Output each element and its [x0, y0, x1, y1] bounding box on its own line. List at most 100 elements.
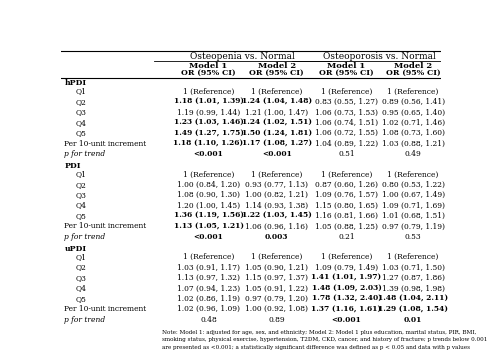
Text: PDI: PDI	[64, 162, 81, 170]
Text: 0.97 (0.79, 1.19): 0.97 (0.79, 1.19)	[382, 223, 444, 230]
Text: 1.02 (0.96, 1.09): 1.02 (0.96, 1.09)	[177, 305, 240, 313]
Text: 1.00 (0.82, 1.21): 1.00 (0.82, 1.21)	[245, 191, 308, 199]
Text: 1.13 (0.97, 1.32): 1.13 (0.97, 1.32)	[177, 274, 240, 282]
Text: 1.02 (0.71, 1.46): 1.02 (0.71, 1.46)	[382, 119, 444, 127]
Text: 1.19 (0.99, 1.44): 1.19 (0.99, 1.44)	[177, 108, 240, 117]
Text: 1.18 (1.10, 1.26): 1.18 (1.10, 1.26)	[173, 140, 244, 147]
Text: 1.08 (0.90, 1.30): 1.08 (0.90, 1.30)	[177, 191, 240, 199]
Text: p for trend: p for trend	[64, 316, 105, 324]
Text: 1.00 (0.92, 1.08): 1.00 (0.92, 1.08)	[245, 305, 308, 313]
Text: 1.48 (1.04, 2.11): 1.48 (1.04, 2.11)	[378, 295, 448, 303]
Text: 1.37 (1.16, 1.61): 1.37 (1.16, 1.61)	[311, 305, 382, 313]
Text: Q1: Q1	[75, 253, 86, 261]
Text: 1.05 (0.88, 1.25): 1.05 (0.88, 1.25)	[315, 223, 378, 230]
Text: 1.17 (1.08, 1.27): 1.17 (1.08, 1.27)	[242, 140, 312, 147]
Text: 0.83 (0.55, 1.27): 0.83 (0.55, 1.27)	[315, 98, 378, 106]
Text: 1.48 (1.09, 2.03): 1.48 (1.09, 2.03)	[312, 284, 381, 292]
Text: 1 (Reference): 1 (Reference)	[321, 253, 372, 261]
Text: Q2: Q2	[75, 98, 86, 106]
Text: 1.49 (1.27, 1.75): 1.49 (1.27, 1.75)	[173, 129, 244, 137]
Text: <0.001: <0.001	[194, 233, 223, 241]
Text: 1.06 (0.74, 1.51): 1.06 (0.74, 1.51)	[315, 119, 378, 127]
Text: 1.27 (0.87, 1.86): 1.27 (0.87, 1.86)	[382, 274, 444, 282]
Text: Q5: Q5	[75, 295, 86, 303]
Text: 0.003: 0.003	[265, 233, 289, 241]
Text: 1.50 (1.24, 1.81): 1.50 (1.24, 1.81)	[242, 129, 312, 137]
Text: Per 10-unit increment: Per 10-unit increment	[64, 140, 147, 147]
Text: 1.20 (1.00, 1.45): 1.20 (1.00, 1.45)	[177, 201, 240, 210]
Text: 1.22 (1.03, 1.45): 1.22 (1.03, 1.45)	[242, 212, 312, 220]
Text: 1.24 (1.04, 1.48): 1.24 (1.04, 1.48)	[242, 98, 312, 106]
Text: are presented as <0.001; a statistically significant difference was defined as p: are presented as <0.001; a statistically…	[162, 345, 470, 350]
Text: 1 (Reference): 1 (Reference)	[388, 253, 439, 261]
Text: smoking status, physical exercise, hypertension, T2DM, CKD, cancer, and history : smoking status, physical exercise, hyper…	[162, 337, 488, 342]
Text: p for trend: p for trend	[64, 150, 105, 158]
Text: 1.02 (0.86, 1.19): 1.02 (0.86, 1.19)	[177, 295, 240, 303]
Text: Q5: Q5	[75, 129, 86, 137]
Text: 0.49: 0.49	[405, 150, 421, 158]
Text: 1.03 (0.88, 1.21): 1.03 (0.88, 1.21)	[382, 140, 444, 147]
Text: <0.001: <0.001	[194, 150, 223, 158]
Text: 0.97 (0.79, 1.20): 0.97 (0.79, 1.20)	[245, 295, 308, 303]
Text: 1 (Reference): 1 (Reference)	[251, 171, 302, 178]
Text: 0.89 (0.56, 1.41): 0.89 (0.56, 1.41)	[382, 98, 444, 106]
Text: OR (95% CI): OR (95% CI)	[319, 69, 374, 77]
Text: 1.09 (0.79, 1.49): 1.09 (0.79, 1.49)	[315, 264, 378, 272]
Text: OR (95% CI): OR (95% CI)	[181, 69, 236, 77]
Text: 1.36 (1.19, 1.56): 1.36 (1.19, 1.56)	[173, 212, 244, 220]
Text: OR (95% CI): OR (95% CI)	[249, 69, 304, 77]
Text: Q2: Q2	[75, 264, 86, 272]
Text: 1.09 (0.71, 1.69): 1.09 (0.71, 1.69)	[382, 201, 444, 210]
Text: 1.41 (1.01, 1.97): 1.41 (1.01, 1.97)	[311, 274, 382, 282]
Text: Model 2: Model 2	[258, 62, 296, 70]
Text: 1.00 (0.67, 1.49): 1.00 (0.67, 1.49)	[382, 191, 444, 199]
Text: Q3: Q3	[75, 191, 86, 199]
Text: 0.87 (0.60, 1.26): 0.87 (0.60, 1.26)	[315, 181, 378, 189]
Text: 1.06 (0.73, 1.53): 1.06 (0.73, 1.53)	[315, 108, 378, 117]
Text: 0.95 (0.65, 1.40): 0.95 (0.65, 1.40)	[382, 108, 444, 117]
Text: 1 (Reference): 1 (Reference)	[251, 88, 302, 95]
Text: 1.39 (0.98, 1.98): 1.39 (0.98, 1.98)	[382, 284, 444, 292]
Text: 0.53: 0.53	[405, 233, 421, 241]
Text: 1.29 (1.08, 1.54): 1.29 (1.08, 1.54)	[378, 305, 448, 313]
Text: 1 (Reference): 1 (Reference)	[251, 253, 302, 261]
Text: Per 10-unit increment: Per 10-unit increment	[64, 223, 147, 230]
Text: 0.80 (0.53, 1.22): 0.80 (0.53, 1.22)	[382, 181, 444, 189]
Text: Model 2: Model 2	[394, 62, 432, 70]
Text: Q4: Q4	[75, 201, 86, 210]
Text: 1.05 (0.90, 1.21): 1.05 (0.90, 1.21)	[245, 264, 308, 272]
Text: Model 1: Model 1	[327, 62, 366, 70]
Text: 1.21 (1.00, 1.47): 1.21 (1.00, 1.47)	[245, 108, 308, 117]
Text: 1.78 (1.32, 2.40): 1.78 (1.32, 2.40)	[312, 295, 381, 303]
Text: 1.08 (0.73, 1.60): 1.08 (0.73, 1.60)	[382, 129, 444, 137]
Text: 1.15 (0.80, 1.65): 1.15 (0.80, 1.65)	[315, 201, 378, 210]
Text: 1.16 (0.81, 1.66): 1.16 (0.81, 1.66)	[315, 212, 378, 220]
Text: OR (95% CI): OR (95% CI)	[386, 69, 441, 77]
Text: 1.06 (0.72, 1.55): 1.06 (0.72, 1.55)	[315, 129, 378, 137]
Text: 1.03 (0.71, 1.50): 1.03 (0.71, 1.50)	[382, 264, 444, 272]
Text: 1 (Reference): 1 (Reference)	[183, 253, 234, 261]
Text: 1.13 (1.05, 1.21): 1.13 (1.05, 1.21)	[173, 223, 244, 230]
Text: Q5: Q5	[75, 212, 86, 220]
Text: 0.93 (0.77, 1.13): 0.93 (0.77, 1.13)	[245, 181, 308, 189]
Text: 1.03 (0.91, 1.17): 1.03 (0.91, 1.17)	[177, 264, 240, 272]
Text: Note: Model 1: adjusted for age, sex, and ethnicity; Model 2: Model 1 plus educa: Note: Model 1: adjusted for age, sex, an…	[162, 330, 476, 335]
Text: 0.89: 0.89	[269, 316, 285, 324]
Text: Q3: Q3	[75, 274, 86, 282]
Text: hPDI: hPDI	[64, 79, 86, 87]
Text: 0.21: 0.21	[338, 233, 355, 241]
Text: Q4: Q4	[75, 284, 86, 292]
Text: Q4: Q4	[75, 119, 86, 127]
Text: <0.001: <0.001	[332, 316, 362, 324]
Text: 1.06 (0.96, 1.16): 1.06 (0.96, 1.16)	[245, 223, 308, 230]
Text: Q1: Q1	[75, 171, 86, 178]
Text: 1.00 (0.84, 1.20): 1.00 (0.84, 1.20)	[177, 181, 240, 189]
Text: Osteoporosis vs. Normal: Osteoporosis vs. Normal	[323, 52, 436, 61]
Text: 1 (Reference): 1 (Reference)	[388, 88, 439, 95]
Text: 1.24 (1.02, 1.51): 1.24 (1.02, 1.51)	[242, 119, 312, 127]
Text: 1.14 (0.93, 1.38): 1.14 (0.93, 1.38)	[245, 201, 308, 210]
Text: 1 (Reference): 1 (Reference)	[183, 88, 234, 95]
Text: 1.23 (1.03, 1.46): 1.23 (1.03, 1.46)	[173, 119, 244, 127]
Text: 0.01: 0.01	[404, 316, 422, 324]
Text: 1 (Reference): 1 (Reference)	[321, 88, 372, 95]
